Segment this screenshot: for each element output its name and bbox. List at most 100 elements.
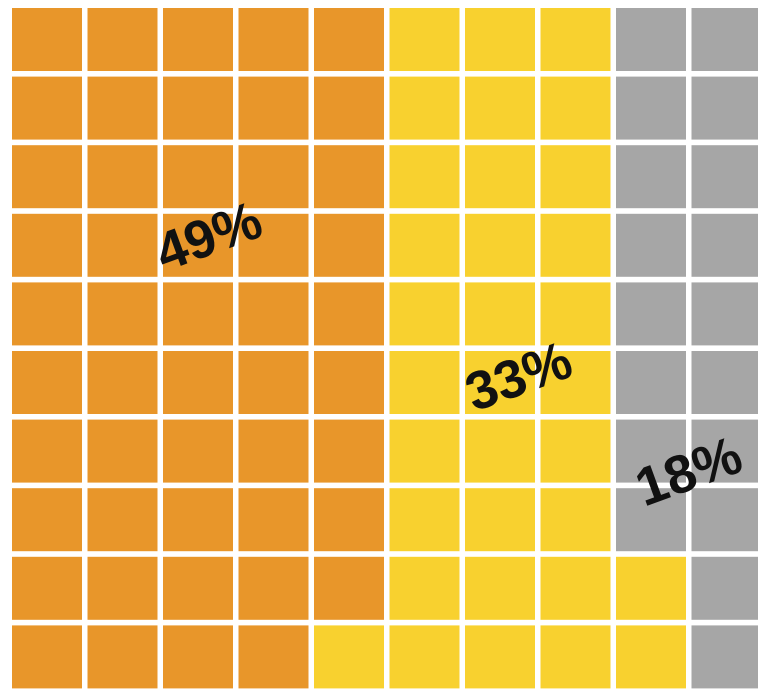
waffle-cell [87,556,158,620]
waffle-cell [540,556,611,620]
waffle-cell [314,76,384,140]
waffle-cell [12,282,82,346]
waffle-cell [691,76,758,140]
waffle-cell [87,419,158,483]
waffle-cell [616,419,686,483]
waffle-cell [616,351,686,414]
waffle-cell [465,145,535,209]
waffle-cell [314,213,384,277]
waffle-cell [540,488,611,552]
waffle-cell [163,419,233,483]
waffle-cell [616,76,686,140]
waffle-cell [540,351,611,414]
waffle-cell [691,625,758,689]
waffle-cell [12,556,82,620]
waffle-cell [12,488,82,552]
waffle-cell [389,282,460,346]
waffle-cell [238,351,309,414]
waffle-cell [238,145,309,209]
waffle-cell [616,488,686,552]
waffle-cell [540,282,611,346]
waffle-cell [12,351,82,414]
waffle-cell [238,76,309,140]
waffle-cell [691,213,758,277]
waffle-cell [12,419,82,483]
waffle-cell [616,213,686,277]
waffle-cell [87,8,158,71]
waffle-cell [314,625,384,689]
waffle-cell [389,419,460,483]
waffle-cell [465,488,535,552]
waffle-cell [540,76,611,140]
waffle-cell [238,213,309,277]
waffle-cell [465,8,535,71]
waffle-cell [389,625,460,689]
waffle-cell [465,76,535,140]
waffle-cell [238,488,309,552]
waffle-cell [389,145,460,209]
waffle-cell [691,488,758,552]
waffle-cell [314,8,384,71]
waffle-cell [465,351,535,414]
waffle-cell [540,145,611,209]
waffle-cell [465,419,535,483]
waffle-cell [12,8,82,71]
waffle-cell [238,419,309,483]
waffle-cell [163,213,233,277]
waffle-cell [314,282,384,346]
waffle-cell [87,76,158,140]
waffle-cell [238,625,309,689]
waffle-cell [389,213,460,277]
waffle-cell [12,145,82,209]
waffle-cell [87,145,158,209]
waffle-cell [238,282,309,346]
waffle-cell [12,213,82,277]
waffle-cell [389,556,460,620]
waffle-cell [314,145,384,209]
waffle-cell [389,76,460,140]
waffle-cell [465,282,535,346]
waffle-cell [691,351,758,414]
waffle-cell [163,8,233,71]
waffle-cell [691,419,758,483]
waffle-cell [389,351,460,414]
waffle-cell [12,625,82,689]
waffle-cell [540,8,611,71]
waffle-cell [12,76,82,140]
waffle-cell [163,282,233,346]
waffle-cell [163,351,233,414]
waffle-cell [540,419,611,483]
waffle-cell [691,8,758,71]
waffle-cell [540,625,611,689]
waffle-cell [163,488,233,552]
waffle-cell [163,556,233,620]
waffle-cell [163,625,233,689]
waffle-cell [616,625,686,689]
waffle-cell [465,213,535,277]
waffle-cell [238,8,309,71]
waffle-cell [465,556,535,620]
waffle-cell [691,282,758,346]
waffle-cell [163,145,233,209]
waffle-cell [87,351,158,414]
waffle-cell [238,556,309,620]
waffle-cell [389,8,460,71]
waffle-cell [87,488,158,552]
waffle-cell [616,556,686,620]
waffle-cell [389,488,460,552]
waffle-cell [163,76,233,140]
waffle-cell [87,213,158,277]
waffle-cell [314,419,384,483]
waffle-cell [465,625,535,689]
waffle-cell [87,625,158,689]
waffle-cell [314,488,384,552]
waffle-cell [691,556,758,620]
waffle-cell [616,145,686,209]
waffle-cell [616,8,686,71]
waffle-cell [314,556,384,620]
waffle-cell [87,282,158,346]
waffle-cell [314,351,384,414]
waffle-cell [540,213,611,277]
